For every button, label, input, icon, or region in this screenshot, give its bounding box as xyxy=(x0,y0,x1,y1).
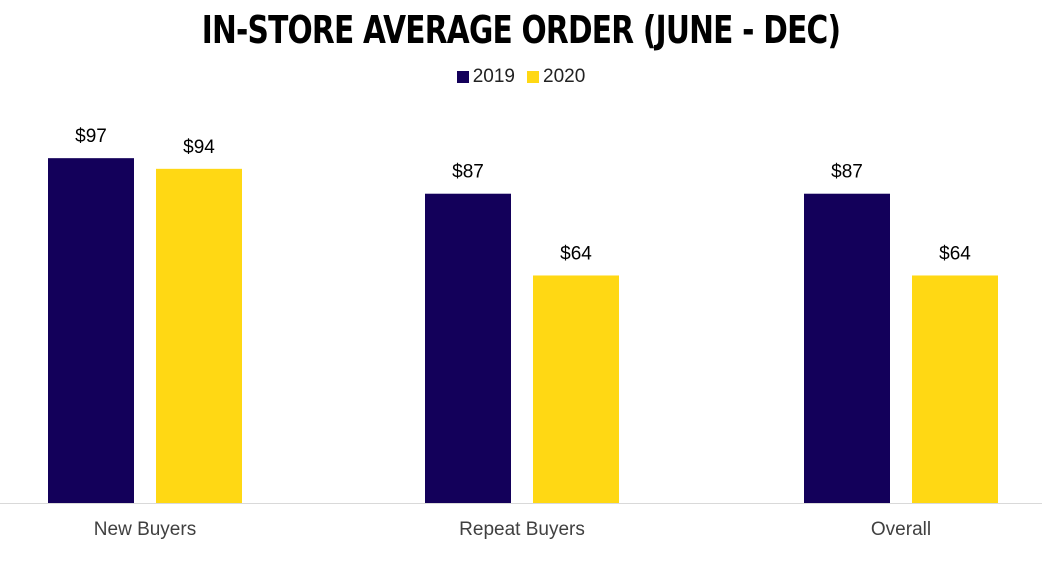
data-label-2019-repeat-buyers: $87 xyxy=(452,162,484,183)
category-label-overall: Overall xyxy=(871,519,931,540)
data-label-2020-overall: $64 xyxy=(939,243,971,264)
bar-2019-new-buyers xyxy=(48,158,134,504)
bar-2020-overall xyxy=(912,275,998,503)
bar-2020-repeat-buyers xyxy=(533,275,619,503)
data-label-2020-repeat-buyers: $64 xyxy=(560,243,592,264)
data-label-2019-overall: $87 xyxy=(831,162,863,183)
category-label-new-buyers: New Buyers xyxy=(94,519,196,540)
chart-title: IN-STORE AVERAGE ORDER (JUNE - DEC) xyxy=(201,8,841,52)
legend-swatch-2019 xyxy=(456,71,469,83)
bar-2019-overall xyxy=(804,193,890,503)
legend-swatch-2020 xyxy=(527,71,539,83)
legend-item-2020: 2020 xyxy=(527,66,585,88)
legend-item-2019: 2019 xyxy=(456,66,515,88)
legend-label-2020: 2020 xyxy=(543,66,586,87)
bar-2019-repeat-buyers xyxy=(425,193,511,503)
legend: 2019 2020 xyxy=(0,66,1042,88)
data-label-2020-new-buyers: $94 xyxy=(183,137,215,158)
legend-label-2019: 2019 xyxy=(472,66,515,87)
category-label-repeat-buyers: Repeat Buyers xyxy=(459,519,585,540)
bar-2020-new-buyers xyxy=(156,168,242,503)
data-label-2019-new-buyers: $97 xyxy=(75,126,107,147)
